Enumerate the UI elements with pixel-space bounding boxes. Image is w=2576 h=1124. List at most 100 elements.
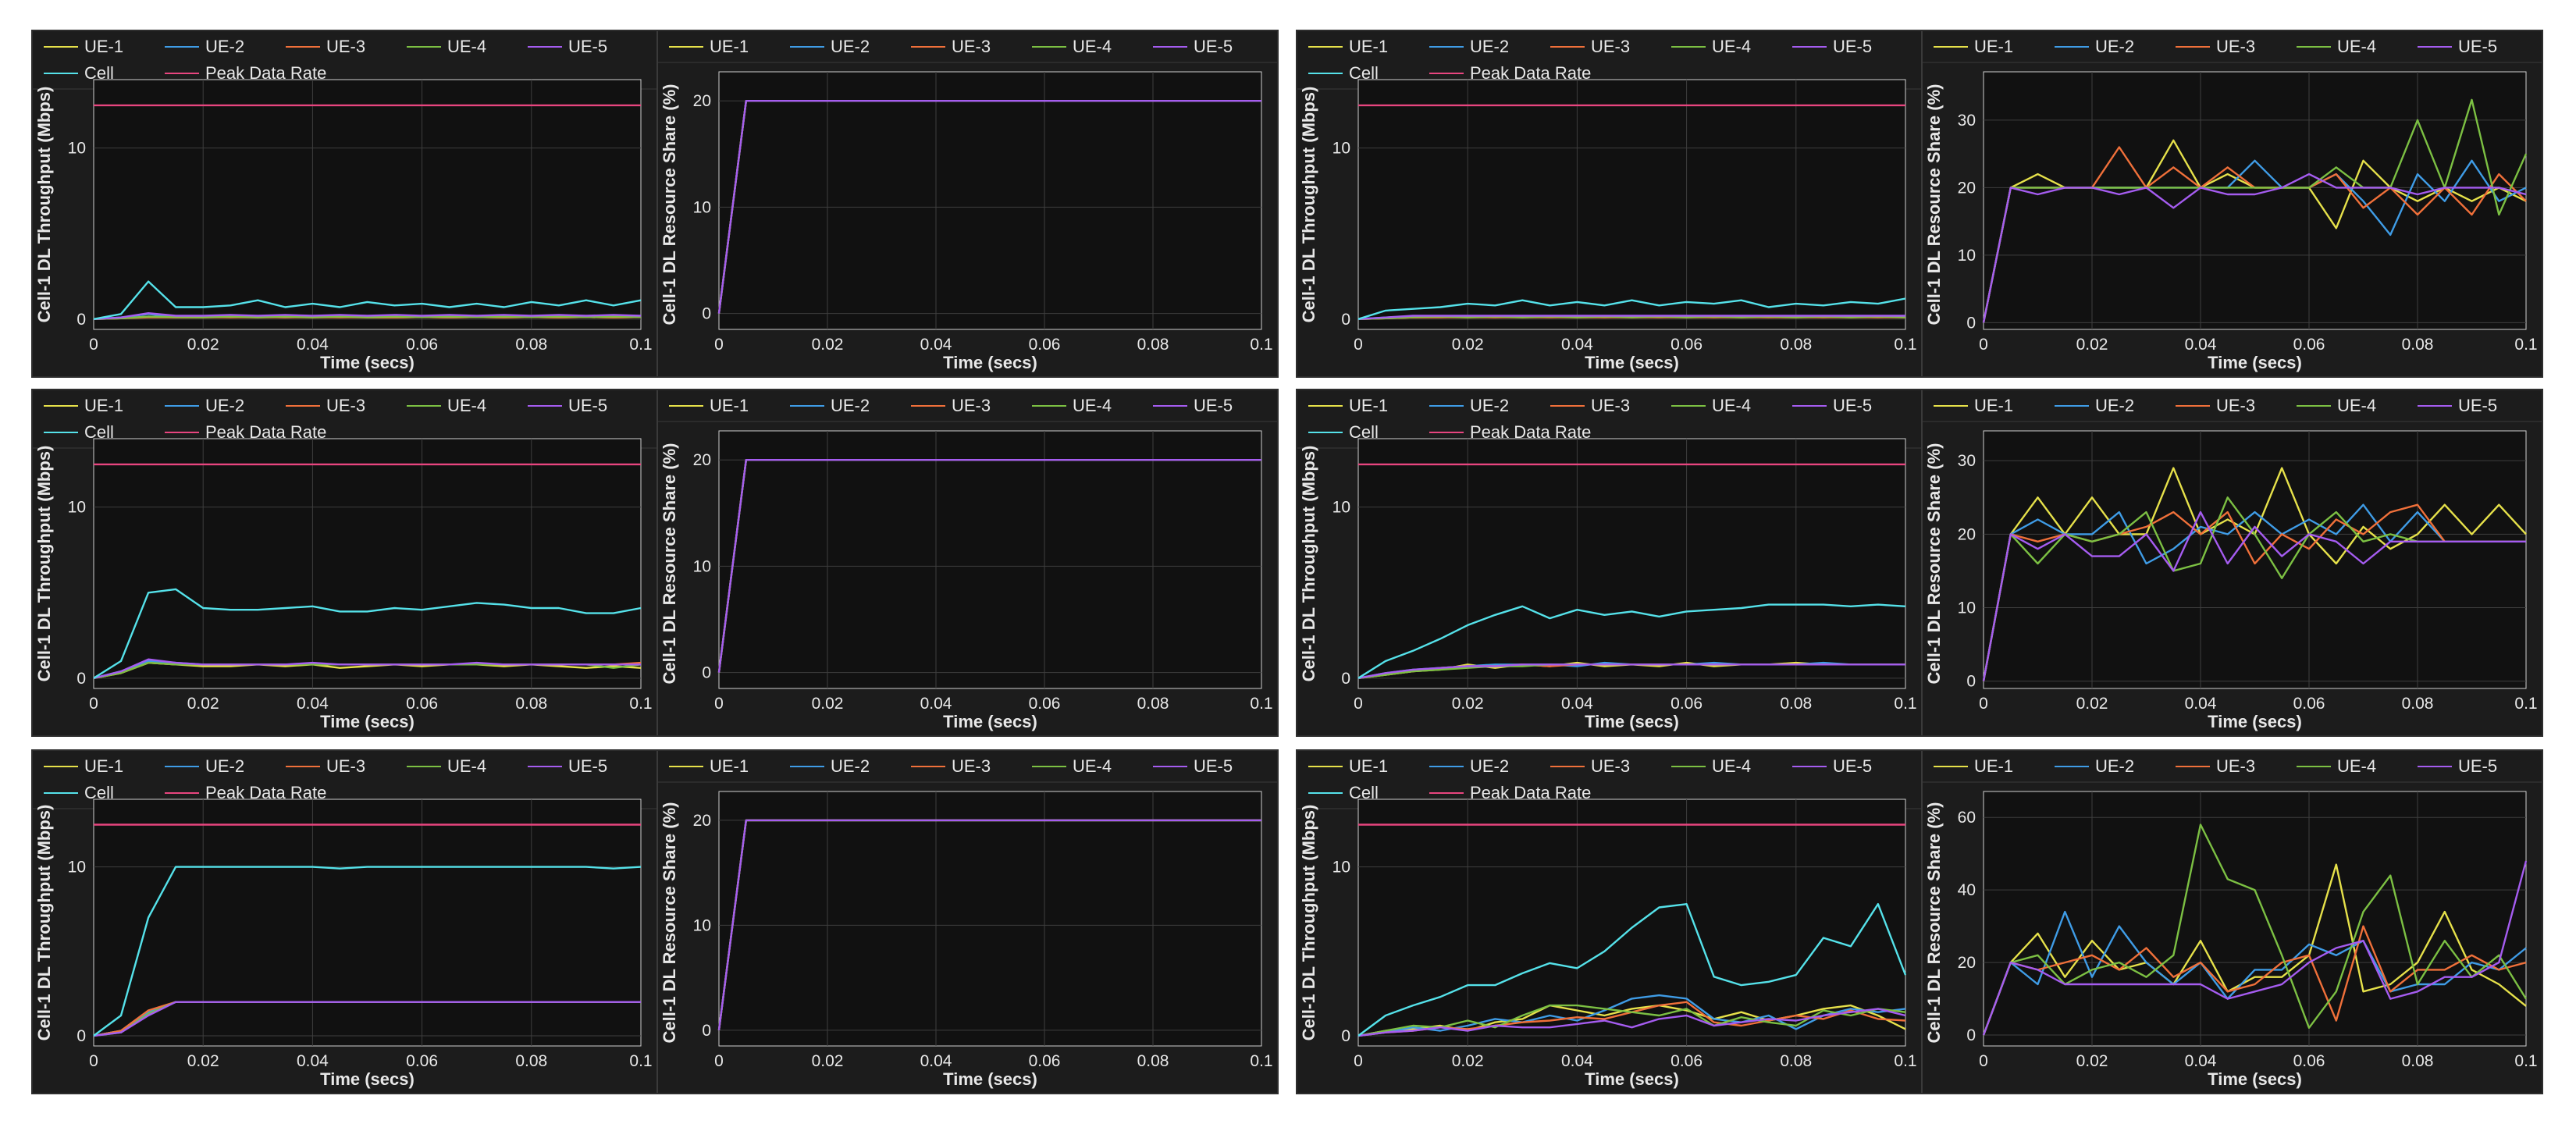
series-line-ue-5 <box>93 658 641 679</box>
legend-item-ue-4[interactable]: UE-4 <box>407 756 486 776</box>
legend-item-ue-4[interactable]: UE-4 <box>1671 756 1751 776</box>
legend-label: UE-2 <box>831 756 870 776</box>
legend-item-ue-3[interactable]: UE-3 <box>286 37 365 56</box>
legend-item-ue-5[interactable]: UE-5 <box>1792 37 1872 56</box>
legend-item-ue-4[interactable]: UE-4 <box>1671 37 1751 56</box>
legend-item-ue-4[interactable]: UE-4 <box>2297 37 2376 56</box>
legend-item-ue-1[interactable]: UE-1 <box>669 396 749 415</box>
y-tick-label: 10 <box>1958 247 1976 265</box>
legend-item-ue-2[interactable]: UE-2 <box>165 37 244 56</box>
legend-item-ue-2[interactable]: UE-2 <box>790 396 870 415</box>
x-tick-label: 0.1 <box>1894 336 1916 354</box>
legend-item-ue-4[interactable]: UE-4 <box>1032 756 1112 776</box>
legend-label: UE-3 <box>1591 37 1630 56</box>
legend-label: UE-1 <box>710 756 749 776</box>
legend-item-ue-1[interactable]: UE-1 <box>44 37 123 56</box>
legend-item-ue-3[interactable]: UE-3 <box>1550 396 1630 415</box>
legend-item-ue-5[interactable]: UE-5 <box>2418 756 2497 776</box>
legend-item-ue-3[interactable]: UE-3 <box>911 756 991 776</box>
legend-item-ue-3[interactable]: UE-3 <box>1550 756 1630 776</box>
plot-area[interactable] <box>1983 71 2527 330</box>
legend-item-ue-4[interactable]: UE-4 <box>1032 396 1112 415</box>
plot-area[interactable] <box>718 430 1262 689</box>
legend-item-ue-1[interactable]: UE-1 <box>44 396 123 415</box>
legend-item-ue-4[interactable]: UE-4 <box>2297 396 2376 415</box>
chart-r2c4[interactable]: UE-1 UE-2 UE-3 UE-4 UE-5 0 0.02 0.04 0.06 0.08 0.1… <box>1923 390 2542 735</box>
legend-item-ue-4[interactable]: UE-4 <box>1671 396 1751 415</box>
legend-item-ue-3[interactable]: UE-3 <box>2176 37 2255 56</box>
plot-area[interactable] <box>1357 799 1906 1047</box>
plot-area[interactable] <box>1983 430 2527 689</box>
plot-area[interactable] <box>93 799 642 1047</box>
chart-r3c4[interactable]: UE-1 UE-2 UE-3 UE-4 UE-5 0 0.02 0.04 0.06 0.08 0.1… <box>1923 751 2542 1093</box>
series-group <box>1982 823 2528 1036</box>
plot-area[interactable] <box>1357 438 1906 689</box>
x-tick-label: 0 <box>1354 695 1363 713</box>
legend-item-ue-5[interactable]: UE-5 <box>2418 396 2497 415</box>
legend-item-ue-2[interactable]: UE-2 <box>1429 756 1509 776</box>
legend-item-ue-4[interactable]: UE-4 <box>407 396 486 415</box>
legend-item-ue-1[interactable]: UE-1 <box>1308 37 1388 56</box>
legend-item-ue-3[interactable]: UE-3 <box>2176 396 2255 415</box>
series-line-cell <box>93 866 642 1037</box>
legend-item-ue-1[interactable]: UE-1 <box>44 756 123 776</box>
legend-item-ue-3[interactable]: UE-3 <box>1550 37 1630 56</box>
legend-item-ue-1[interactable]: UE-1 <box>1934 396 2013 415</box>
legend-item-ue-5[interactable]: UE-5 <box>1153 396 1233 415</box>
chart-r3c2[interactable]: UE-1 UE-2 UE-3 UE-4 UE-5 0 0.02 0.04 0.06 0.08 0.1… <box>658 751 1277 1093</box>
legend-label: UE-4 <box>1073 37 1112 56</box>
legend-item-ue-2[interactable]: UE-2 <box>2055 37 2134 56</box>
legend-item-ue-3[interactable]: UE-3 <box>2176 756 2255 776</box>
legend-label: UE-5 <box>568 396 607 415</box>
plot-area[interactable] <box>93 79 642 330</box>
legend-item-ue-5[interactable]: UE-5 <box>1792 396 1872 415</box>
legend-item-ue-4[interactable]: UE-4 <box>407 37 486 56</box>
plot-area[interactable] <box>93 438 642 689</box>
legend-item-ue-5[interactable]: UE-5 <box>528 396 607 415</box>
legend-item-ue-1[interactable]: UE-1 <box>1934 37 2013 56</box>
chart-r2c2[interactable]: UE-1 UE-2 UE-3 UE-4 UE-5 0 0.02 0.04 0.06 0.08 0.1… <box>658 390 1277 735</box>
legend-item-ue-2[interactable]: UE-2 <box>2055 756 2134 776</box>
legend-item-ue-3[interactable]: UE-3 <box>286 396 365 415</box>
plot-divider <box>656 390 658 735</box>
legend-item-ue-2[interactable]: UE-2 <box>165 396 244 415</box>
legend-item-ue-2[interactable]: UE-2 <box>790 756 870 776</box>
legend-item-ue-1[interactable]: UE-1 <box>669 37 749 56</box>
legend-item-ue-1[interactable]: UE-1 <box>1308 396 1388 415</box>
plot-area[interactable] <box>718 791 1262 1047</box>
plot-area[interactable] <box>1983 791 2527 1047</box>
legend-item-ue-2[interactable]: UE-2 <box>2055 396 2134 415</box>
legend-item-ue-1[interactable]: UE-1 <box>669 756 749 776</box>
legend-item-ue-2[interactable]: UE-2 <box>1429 396 1509 415</box>
legend-item-ue-5[interactable]: UE-5 <box>1153 37 1233 56</box>
plot-area[interactable] <box>718 71 1262 330</box>
legend-item-ue-1[interactable]: UE-1 <box>1308 756 1388 776</box>
legend-item-ue-2[interactable]: UE-2 <box>165 756 244 776</box>
series-group <box>1357 104 1906 320</box>
legend-item-ue-3[interactable]: UE-3 <box>911 396 991 415</box>
legend-item-ue-4[interactable]: UE-4 <box>2297 756 2376 776</box>
legend-item-ue-5[interactable]: UE-5 <box>1792 756 1872 776</box>
legend-item-ue-5[interactable]: UE-5 <box>2418 37 2497 56</box>
legend-item-ue-3[interactable]: UE-3 <box>911 37 991 56</box>
legend-item-ue-1[interactable]: UE-1 <box>1934 756 2013 776</box>
legend-item-ue-2[interactable]: UE-2 <box>1429 37 1509 56</box>
legend-item-ue-5[interactable]: UE-5 <box>1153 756 1233 776</box>
chart-r1c4[interactable]: UE-1 UE-2 UE-3 UE-4 UE-5 0 0.02 0.04 0.06 0.08 0.1… <box>1923 31 2542 376</box>
legend-item-ue-5[interactable]: UE-5 <box>528 37 607 56</box>
x-tick-label: 0.1 <box>1894 1052 1916 1070</box>
series-line-cell <box>1357 902 1907 1037</box>
y-tick-label: 0 <box>1341 1027 1350 1045</box>
chart-r1c2[interactable]: UE-1 UE-2 UE-3 UE-4 UE-5 0 0.02 0.04 0.06 0.08 0.1… <box>658 31 1277 376</box>
legend-item-ue-4[interactable]: UE-4 <box>1032 37 1112 56</box>
plot-area[interactable] <box>1357 79 1906 330</box>
legend-item-ue-3[interactable]: UE-3 <box>286 756 365 776</box>
legend-item-ue-2[interactable]: UE-2 <box>790 37 870 56</box>
legend-item-ue-5[interactable]: UE-5 <box>528 756 607 776</box>
